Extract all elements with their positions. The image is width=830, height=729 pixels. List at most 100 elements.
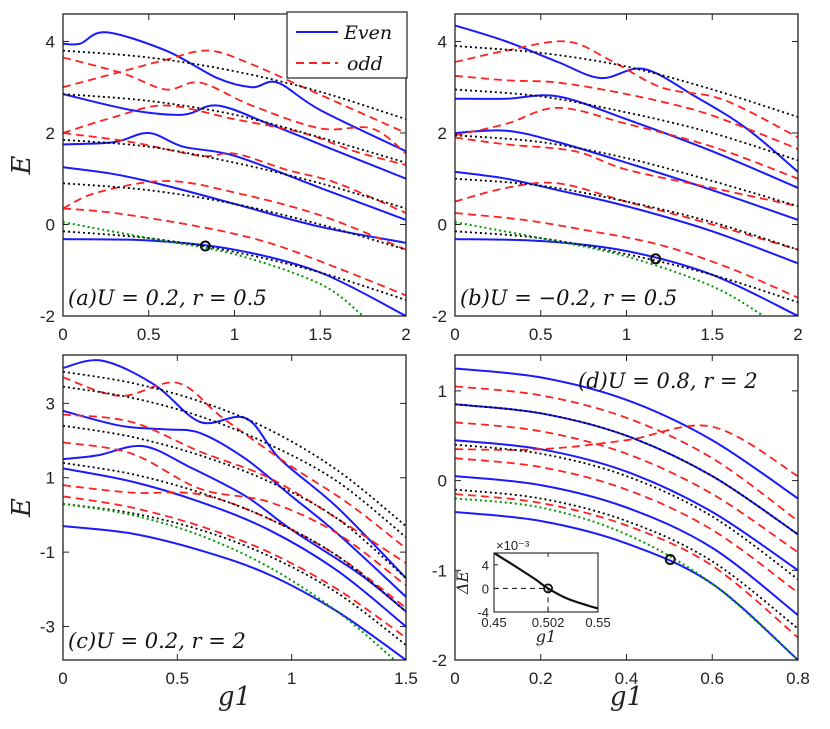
series-odd-line (63, 441, 406, 587)
y-tick-label: 0 (438, 215, 447, 234)
x-tick-label: 1 (287, 669, 296, 688)
x-tick-label: 0.8 (786, 669, 810, 688)
series-reference-line (455, 177, 798, 251)
series-reference-line (63, 138, 406, 210)
plot-frame (454, 354, 799, 661)
series-even-line (63, 444, 406, 613)
series-odd-line (455, 74, 798, 150)
y-tick-label: 4 (46, 32, 55, 51)
x-tick-label: 1.5 (700, 325, 724, 344)
inset-x-tick-label: 0.55 (585, 615, 610, 630)
series-even-line (455, 403, 798, 536)
y-tick-label: -2 (40, 307, 55, 326)
x-tick-label: 0.2 (529, 669, 553, 688)
series-odd-line (63, 207, 406, 297)
series-reference-line (63, 370, 406, 527)
series-even-line (63, 31, 406, 153)
y-tick-label: -1 (432, 561, 447, 580)
series-odd-line (63, 413, 406, 565)
panel-annotation: (a)U = 0.2, r = 0.5 (68, 286, 267, 310)
series-reference-line (63, 230, 406, 301)
y-tick-label: 1 (46, 469, 55, 488)
x-tick-label: 0 (450, 669, 459, 688)
inset-y-tick-label: 4 (482, 558, 489, 573)
series-group (455, 24, 798, 316)
y-tick-label: 4 (438, 32, 447, 51)
series-even-line (63, 131, 406, 221)
series-reference-line (63, 93, 406, 164)
series-even-line (455, 475, 798, 616)
y-tick-label: 1 (438, 382, 447, 401)
x-axis-label: g1 (610, 682, 643, 712)
series-odd-line (63, 104, 406, 166)
series-odd-line (455, 457, 798, 594)
x-axis-label: g1 (218, 682, 251, 712)
y-axis-label: E (7, 498, 37, 518)
y-tick-label: -3 (40, 618, 55, 637)
series-odd-line (455, 493, 798, 639)
series-reference-line (63, 49, 406, 121)
inset-series-e-line (494, 553, 598, 610)
series-even-line (455, 511, 798, 660)
y-tick-label: 3 (46, 394, 55, 413)
y-tick-label: 2 (438, 124, 447, 143)
inset-x-tick-label: 0.45 (481, 615, 506, 630)
y-tick-label: 2 (46, 124, 55, 143)
series-even-line (455, 238, 798, 316)
series-even-line (455, 94, 798, 189)
x-tick-label: 0 (450, 325, 459, 344)
series-reference-line (63, 385, 406, 538)
y-axis-label: E (7, 155, 37, 175)
series-even-line (455, 24, 798, 173)
crossing-marker (199, 240, 211, 252)
series-reference-line (455, 88, 798, 162)
inset-y-tick-label: -4 (477, 605, 489, 620)
x-tick-label: 1.5 (308, 325, 332, 344)
inset-y-axis-label: ΔE (453, 571, 472, 596)
x-tick-label: 0.5 (137, 325, 161, 344)
inset-crossing-marker (543, 583, 553, 594)
series-even-line (455, 129, 798, 221)
plot-frame (62, 354, 407, 661)
series-reference-line (63, 182, 406, 251)
series-group (63, 359, 406, 660)
plot-frame (62, 13, 407, 317)
legend-box (286, 11, 408, 79)
x-tick-label: 1.5 (394, 669, 418, 688)
series-odd-line (455, 136, 798, 208)
series-odd-line (455, 421, 798, 554)
series-odd-line (63, 484, 406, 609)
plot-frame (454, 13, 799, 317)
y-tick-label: -1 (40, 543, 55, 562)
series-odd-line (455, 385, 798, 522)
legend: Even odd (286, 11, 408, 79)
inset-frame (493, 552, 599, 613)
x-tick-label: 0.5 (166, 669, 190, 688)
panel-annotation: (d)U = 0.8, r = 2 (578, 369, 758, 393)
series-reference-line (455, 443, 798, 581)
series-reference-line (63, 462, 406, 613)
series-odd-line (63, 56, 406, 155)
series-reference-line (455, 403, 798, 536)
x-tick-label: 2 (793, 325, 802, 344)
y-tick-label: 0 (46, 215, 55, 234)
inset-chart: 0.45 0.502 0.55 -4 0 4 ×10⁻³ ΔE g1 (453, 538, 611, 646)
x-tick-label: 0.4 (615, 669, 639, 688)
inset-series-group (494, 553, 598, 610)
series-odd-line (63, 495, 406, 639)
y-tick-label: 0 (438, 472, 447, 491)
series-group (455, 367, 798, 660)
panel-annotation: (b)U = −0.2, r = 0.5 (460, 286, 677, 310)
series-even-line (63, 93, 406, 180)
x-tick-label: 1 (230, 325, 239, 344)
x-tick-label: 1 (622, 325, 631, 344)
inset-exponent-label: ×10⁻³ (496, 538, 530, 553)
inset-x-axis-label: g1 (536, 627, 556, 646)
series-even-line (63, 166, 406, 244)
series-even-line (63, 238, 406, 316)
crossing-marker (664, 554, 676, 566)
series-odd-line (455, 424, 798, 477)
series-reference-line (455, 230, 798, 304)
